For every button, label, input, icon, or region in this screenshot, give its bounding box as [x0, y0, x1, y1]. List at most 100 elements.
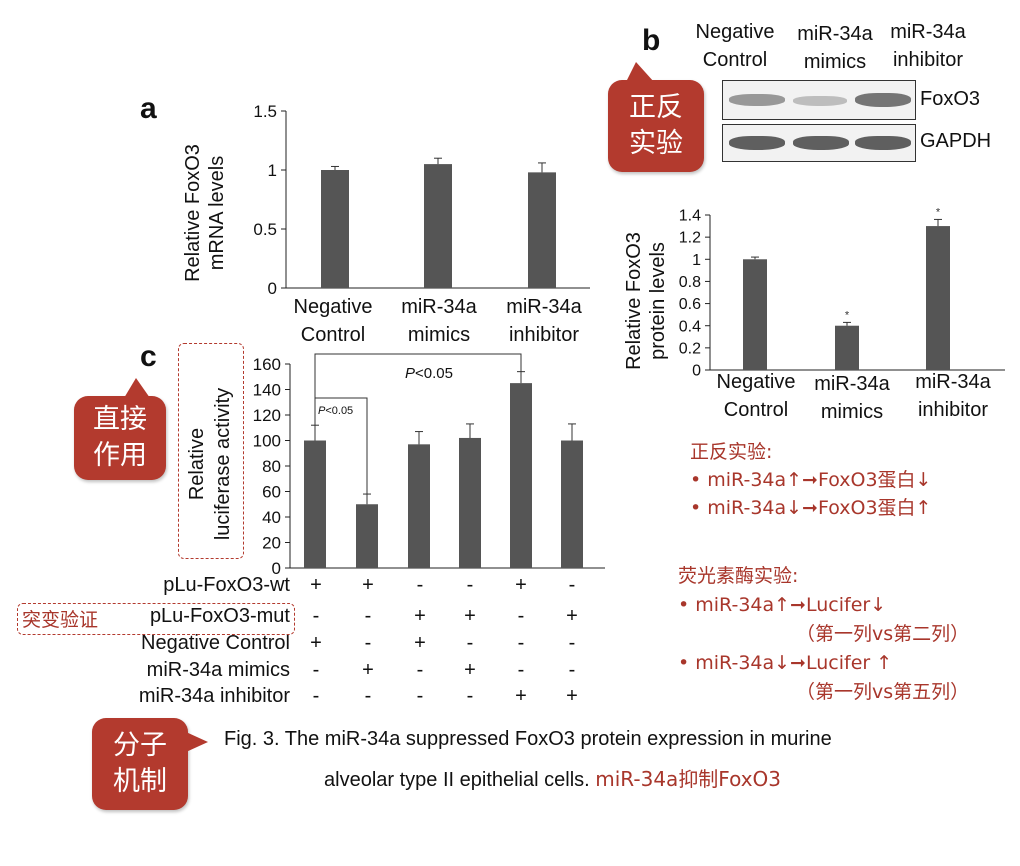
y-tick-label: 1.5	[253, 102, 277, 121]
condition-sign: +	[464, 659, 476, 681]
panel-b-ylabel-line1: Relative FoxO3	[623, 232, 645, 370]
y-tick-label: 1	[268, 161, 277, 180]
y-tick-label: 80	[262, 457, 281, 476]
notes-luc-item2-sub: （第一列vs第五列）	[796, 681, 970, 703]
notes-zhengfan-item2: • miR-34a↓➞FoxO3蛋白↑	[690, 497, 932, 519]
panel-b-cat1: Negative Control	[703, 368, 809, 424]
y-tick-label: 1.2	[679, 230, 701, 247]
panel-b-col1: Negative Control	[680, 18, 790, 74]
caption-line2: alveolar type II epithelial cells. miR-3…	[324, 763, 781, 792]
bar	[408, 444, 430, 568]
mutation-verify-box	[17, 603, 295, 635]
panel-c-ylabel-line1: Relative	[186, 427, 208, 501]
panel-b-col2: miR-34a mimics	[787, 20, 883, 76]
callout-zhijie-line2: 作用	[93, 440, 147, 471]
condition-sign: +	[566, 685, 578, 707]
condition-sign: -	[568, 632, 576, 654]
y-tick-label: 60	[262, 482, 281, 501]
condition-sign: -	[416, 659, 424, 681]
foxo3-band-3	[855, 93, 911, 107]
condition-sign: -	[517, 659, 525, 681]
panel-c-ylabel-line2: luciferase activity	[212, 387, 234, 541]
panel-a-cat2-line1: miR-34a	[401, 296, 477, 318]
condition-sign: -	[517, 605, 525, 627]
y-tick-label: 1.4	[679, 208, 701, 225]
y-tick-label: 140	[253, 380, 281, 399]
bar	[424, 164, 452, 288]
y-tick-label: 20	[262, 533, 281, 552]
y-tick-label: 0.2	[679, 340, 701, 357]
bar	[321, 170, 349, 288]
y-tick-label: 100	[253, 431, 281, 450]
comparison-bracket-outer	[314, 353, 522, 426]
callout-zhengfan: 正反 实验	[608, 62, 704, 172]
y-tick-label: 120	[253, 406, 281, 425]
notes-luciferase: 荧光素酶实验: • miR-34a↑➞Lucifer↓ （第一列vs第二列） •…	[678, 562, 969, 707]
notes-luc-item2: • miR-34a↓➞Lucifer ↑	[678, 652, 893, 674]
bar	[304, 440, 326, 568]
condition-sign: -	[517, 632, 525, 654]
callout-fenzi-tail	[186, 732, 208, 752]
condition-sign: +	[464, 605, 476, 627]
p-value-inner: P<0.05	[318, 405, 353, 417]
callout-zhengfan-line1: 正反	[629, 92, 683, 123]
condition-sign: +	[566, 605, 578, 627]
panel-a-ylabel-line1: Relative FoxO3	[182, 144, 204, 282]
caption-line2-red: miR-34a抑制FoxO3	[595, 767, 782, 791]
panel-c-chart: 160 140 120 100 80 60 40 20 0 P<0.05 P<0.05	[253, 353, 605, 578]
significance-star: *	[845, 309, 850, 321]
panel-b-col2-line1: miR-34a	[797, 23, 873, 45]
notes-luc-title: 荧光素酶实验:	[678, 565, 799, 587]
callout-fenzi-line2: 机制	[113, 766, 167, 797]
condition-sign: -	[466, 632, 474, 654]
condition-sign: +	[515, 574, 527, 596]
panel-a-cat3-line1: miR-34a	[506, 296, 582, 318]
caption-line2-text: alveolar type II epithelial cells.	[324, 769, 590, 791]
panel-b-label: b	[642, 24, 661, 57]
panel-b-col1-line2: Control	[702, 49, 768, 71]
panel-b-col3-line1: miR-34a	[890, 21, 966, 43]
panel-a-chart: 1.5 1 0.5 0	[253, 102, 590, 298]
panel-a-cat2-line2: mimics	[407, 324, 471, 346]
panel-a-label: a	[140, 92, 157, 125]
y-tick-label: 0.6	[679, 296, 701, 313]
panel-b-cat2: miR-34a mimics	[802, 370, 902, 426]
condition-sign: -	[466, 685, 474, 707]
panel-b-col3: miR-34a inhibitor	[876, 18, 980, 74]
y-tick-label: 40	[262, 508, 281, 527]
panel-b-col1-line1: Negative	[695, 21, 775, 43]
bar	[528, 172, 556, 288]
y-tick-label: 0	[692, 363, 701, 380]
panel-b-col2-line2: mimics	[803, 51, 867, 73]
bar	[743, 259, 767, 370]
condition-sign: -	[364, 632, 372, 654]
panel-b-cat3: miR-34a inhibitor	[900, 368, 1006, 424]
comparison-bracket-inner	[314, 397, 368, 495]
condition-row-label: pLu-FoxO3-mut	[149, 605, 290, 627]
callout-zhengfan-tail	[626, 62, 654, 82]
panel-a-cat1-line2: Control	[300, 324, 366, 346]
foxo3-band-1	[729, 94, 785, 106]
condition-sign: +	[310, 574, 322, 596]
notes-zhengfan-item1: • miR-34a↑➞FoxO3蛋白↓	[690, 469, 932, 491]
panel-b-cat3-line1: miR-34a	[915, 371, 991, 393]
y-tick-label: 0.4	[679, 318, 701, 335]
condition-sign: +	[362, 574, 374, 596]
callout-fenzi-line1: 分子	[113, 730, 167, 761]
panel-b-cat1-line1: Negative	[716, 371, 796, 393]
condition-sign: +	[414, 605, 426, 627]
panel-a-cat2: miR-34a mimics	[389, 293, 489, 349]
condition-sign: -	[466, 574, 474, 596]
y-tick-label: 0.8	[679, 274, 701, 291]
panel-b-cat2-line1: miR-34a	[814, 373, 890, 395]
y-tick-label: 1	[692, 252, 701, 269]
y-tick-label: 0.5	[253, 220, 277, 239]
notes-zhengfan-title: 正反实验:	[690, 441, 773, 463]
gapdh-band-2	[793, 136, 849, 150]
panel-b-chart: 1.4 1.2 1 0.8 0.6 0.4 0.2 0 * *	[679, 206, 1005, 380]
panel-c-ylabel-box	[178, 343, 244, 559]
significance-star: *	[936, 206, 941, 218]
bar	[510, 383, 532, 568]
condition-sign: +	[414, 632, 426, 654]
bar	[459, 437, 481, 568]
